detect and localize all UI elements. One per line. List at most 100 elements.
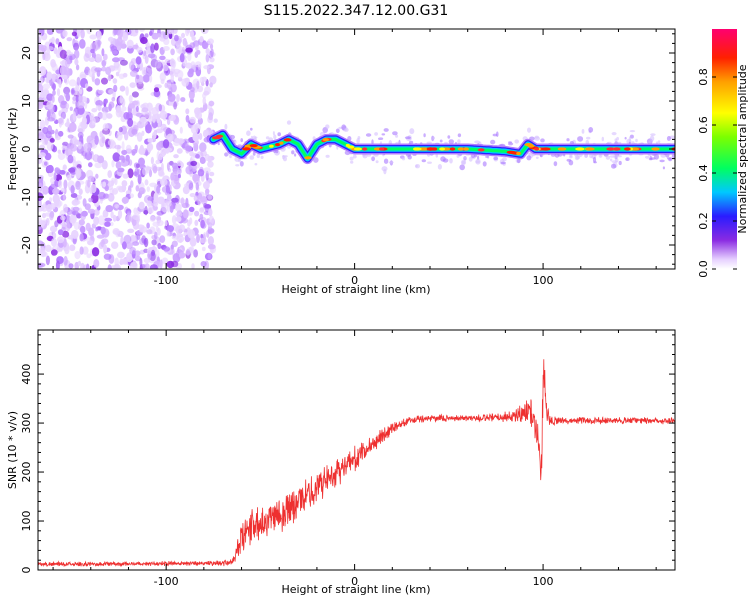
noise-blob [39,119,46,130]
noise-blob [58,130,64,137]
noise-blob [205,48,210,55]
noise-blob [172,29,178,34]
noise-blob [45,255,51,266]
noise-blob [90,48,95,54]
noise-blob [93,154,98,163]
noise-blob [164,147,173,152]
noise-blob [79,89,83,95]
halo-speckle [444,141,448,144]
noise-blob [76,29,81,38]
ridge-hotspot [613,147,621,151]
noise-blob [38,156,42,164]
noise-blob [153,197,159,207]
noise-blob [173,154,179,159]
halo-speckle [514,139,519,144]
halo-speckle [516,158,521,164]
noise-blob [204,204,212,209]
halo-speckle [666,136,671,141]
noise-blob [114,177,118,186]
noise-blob [166,133,174,143]
noise-blob [158,171,165,177]
halo-speckle [461,160,466,165]
noise-blob [126,210,131,216]
noise-blob [162,246,171,252]
noise-blob [41,212,47,219]
ridge-hotspot [322,138,329,142]
noise-blob [209,75,217,85]
y-tick-label: 100 [20,511,33,532]
noise-blob [59,170,66,175]
noise-blob [78,188,83,195]
noise-blob [200,29,209,34]
halo-speckle [432,136,435,140]
noise-blob [121,106,127,112]
halo-speckle [449,158,453,164]
noise-blob [93,209,100,216]
noise-blob [189,150,194,157]
noise-blob [39,77,44,86]
noise-blob [164,220,168,227]
noise-blob [65,51,74,56]
colorbar-tick-label: 0.0 [697,260,710,278]
halo-speckle [527,127,531,133]
halo-speckle [409,140,414,144]
halo-speckle [447,135,451,139]
noise-blob [194,210,200,217]
halo-speckle [566,138,570,142]
noise-blob [173,101,178,110]
noise-blob [141,130,145,136]
noise-blob [101,77,108,85]
noise-blob [195,153,200,159]
noise-blob [178,251,186,259]
halo-speckle [577,136,584,142]
noise-blob [131,91,139,98]
noise-blob [119,95,124,104]
noise-blob [174,216,181,222]
noise-blob [86,253,92,259]
noise-blob [117,63,121,74]
halo-speckle [655,141,659,144]
noise-blob [67,154,74,164]
ridge-hotspot [541,147,551,151]
noise-blob [53,47,58,55]
noise-blob [38,131,45,140]
noise-blob [127,168,134,179]
halo-speckle [260,155,264,159]
ridge-hotspot [558,147,567,151]
noise-blob [159,72,166,82]
halo-speckle [654,153,659,160]
noise-blob [108,89,114,95]
noise-blob [208,100,215,107]
colorbar-ticks: 0.0 0.2 0.4 0.6 0.8 [697,68,737,278]
noise-blob [63,179,68,190]
noise-blob [163,64,169,72]
noise-blob [81,117,88,125]
x-tick-label: 100 [533,274,554,287]
halo-speckle [235,164,240,167]
noise-blob [90,183,97,194]
noise-blob [38,44,44,51]
noise-blob [45,130,52,139]
noise-blob [201,76,207,82]
noise-blob [180,97,186,102]
noise-blob [182,185,190,195]
noise-blob [83,53,90,62]
figure-title: S115.2022.347.12.00.G31 [264,3,449,19]
snr-panel: -100 0 100 0 100 200 300 400 Height of straight… [6,329,676,596]
noise-blob [114,204,120,209]
noise-blob [176,94,180,102]
noise-blob [77,101,85,109]
noise-blob [150,29,155,35]
snr-series-line [38,359,675,568]
noise-blob [63,255,68,266]
halo-speckle [388,161,394,164]
noise-blob [207,160,214,168]
noise-blob [154,59,162,69]
noise-blob [42,83,51,90]
noise-blob [71,246,75,251]
ridge-hotspot [527,144,535,148]
noise-blob [154,231,158,240]
noise-blob [149,74,153,83]
noise-blob [85,263,90,269]
halo-speckle [366,153,372,157]
